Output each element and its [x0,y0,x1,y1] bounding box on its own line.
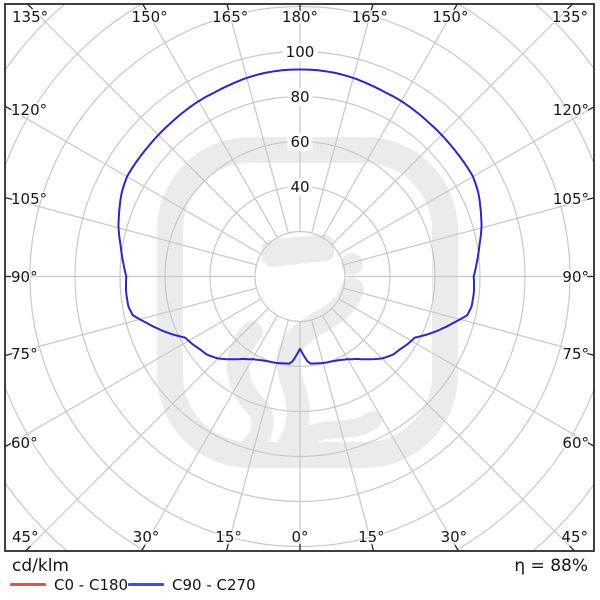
c90-c270-curve [117,68,483,365]
legend-line-c0-c180 [10,583,46,586]
unit-label: cd/klm [12,556,69,576]
chart-border [4,3,595,552]
efficiency-label: η = 88% [514,556,588,576]
legend-label-c90-c270: C90 - C270 [172,576,256,594]
legend-label-c0-c180: C0 - C180 [54,576,129,594]
grid-rays [5,4,594,551]
legend-line-c90-c270 [128,583,164,586]
border-ticks [5,4,594,551]
